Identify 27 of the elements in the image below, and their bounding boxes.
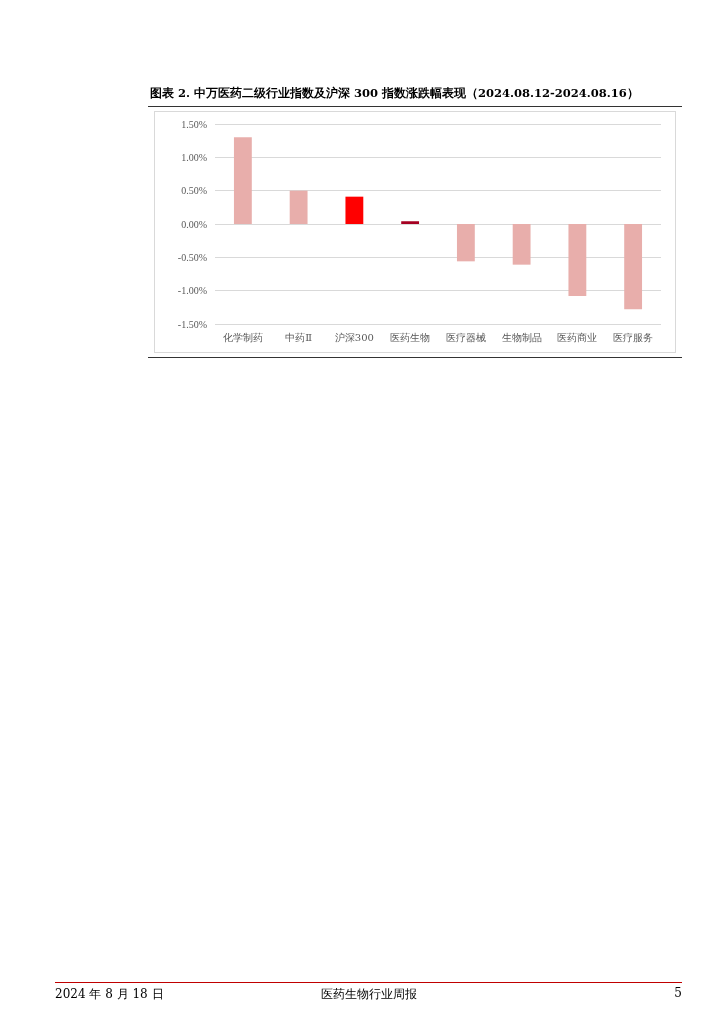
text: 医药生物行业周报	[320, 987, 417, 1001]
y-tick-label: 0.00%	[181, 218, 207, 230]
y-tick-label: 1.50%	[181, 118, 207, 130]
x-tick-label: 化学制药	[222, 331, 263, 343]
y-tick-label: -1.50%	[177, 318, 207, 330]
bar	[512, 224, 531, 265]
y-tick-label: -1.00%	[177, 285, 207, 297]
bar	[624, 224, 643, 310]
x-tick-label: 医疗服务	[613, 331, 654, 343]
x-tick-label: 沪深300	[334, 331, 374, 343]
bar	[456, 224, 475, 262]
x-tick-label: 中药Ⅱ	[285, 331, 313, 343]
bar	[568, 224, 587, 296]
bar	[289, 190, 308, 224]
x-tick-label: 医药生物	[390, 331, 431, 343]
x-tick-label: 医疗器械	[445, 331, 486, 343]
text: 5	[674, 986, 682, 1000]
y-tick-label: 1.00%	[181, 151, 207, 163]
x-tick-label: 医药商业	[557, 331, 598, 343]
bar	[401, 221, 420, 224]
y-tick-label: -0.50%	[177, 251, 207, 263]
chart-title: 图表 2. 中万医药二级行业指数及沪深 300 指数涨跌幅表现（2024.08.12-2024.08.16）	[150, 86, 640, 101]
y-tick-label: 0.50%	[181, 185, 207, 197]
text: 2024 年 8 月 18 日	[55, 987, 164, 1001]
bar	[345, 196, 364, 224]
x-tick-label: 生物制品	[501, 331, 542, 343]
bar	[233, 137, 252, 224]
